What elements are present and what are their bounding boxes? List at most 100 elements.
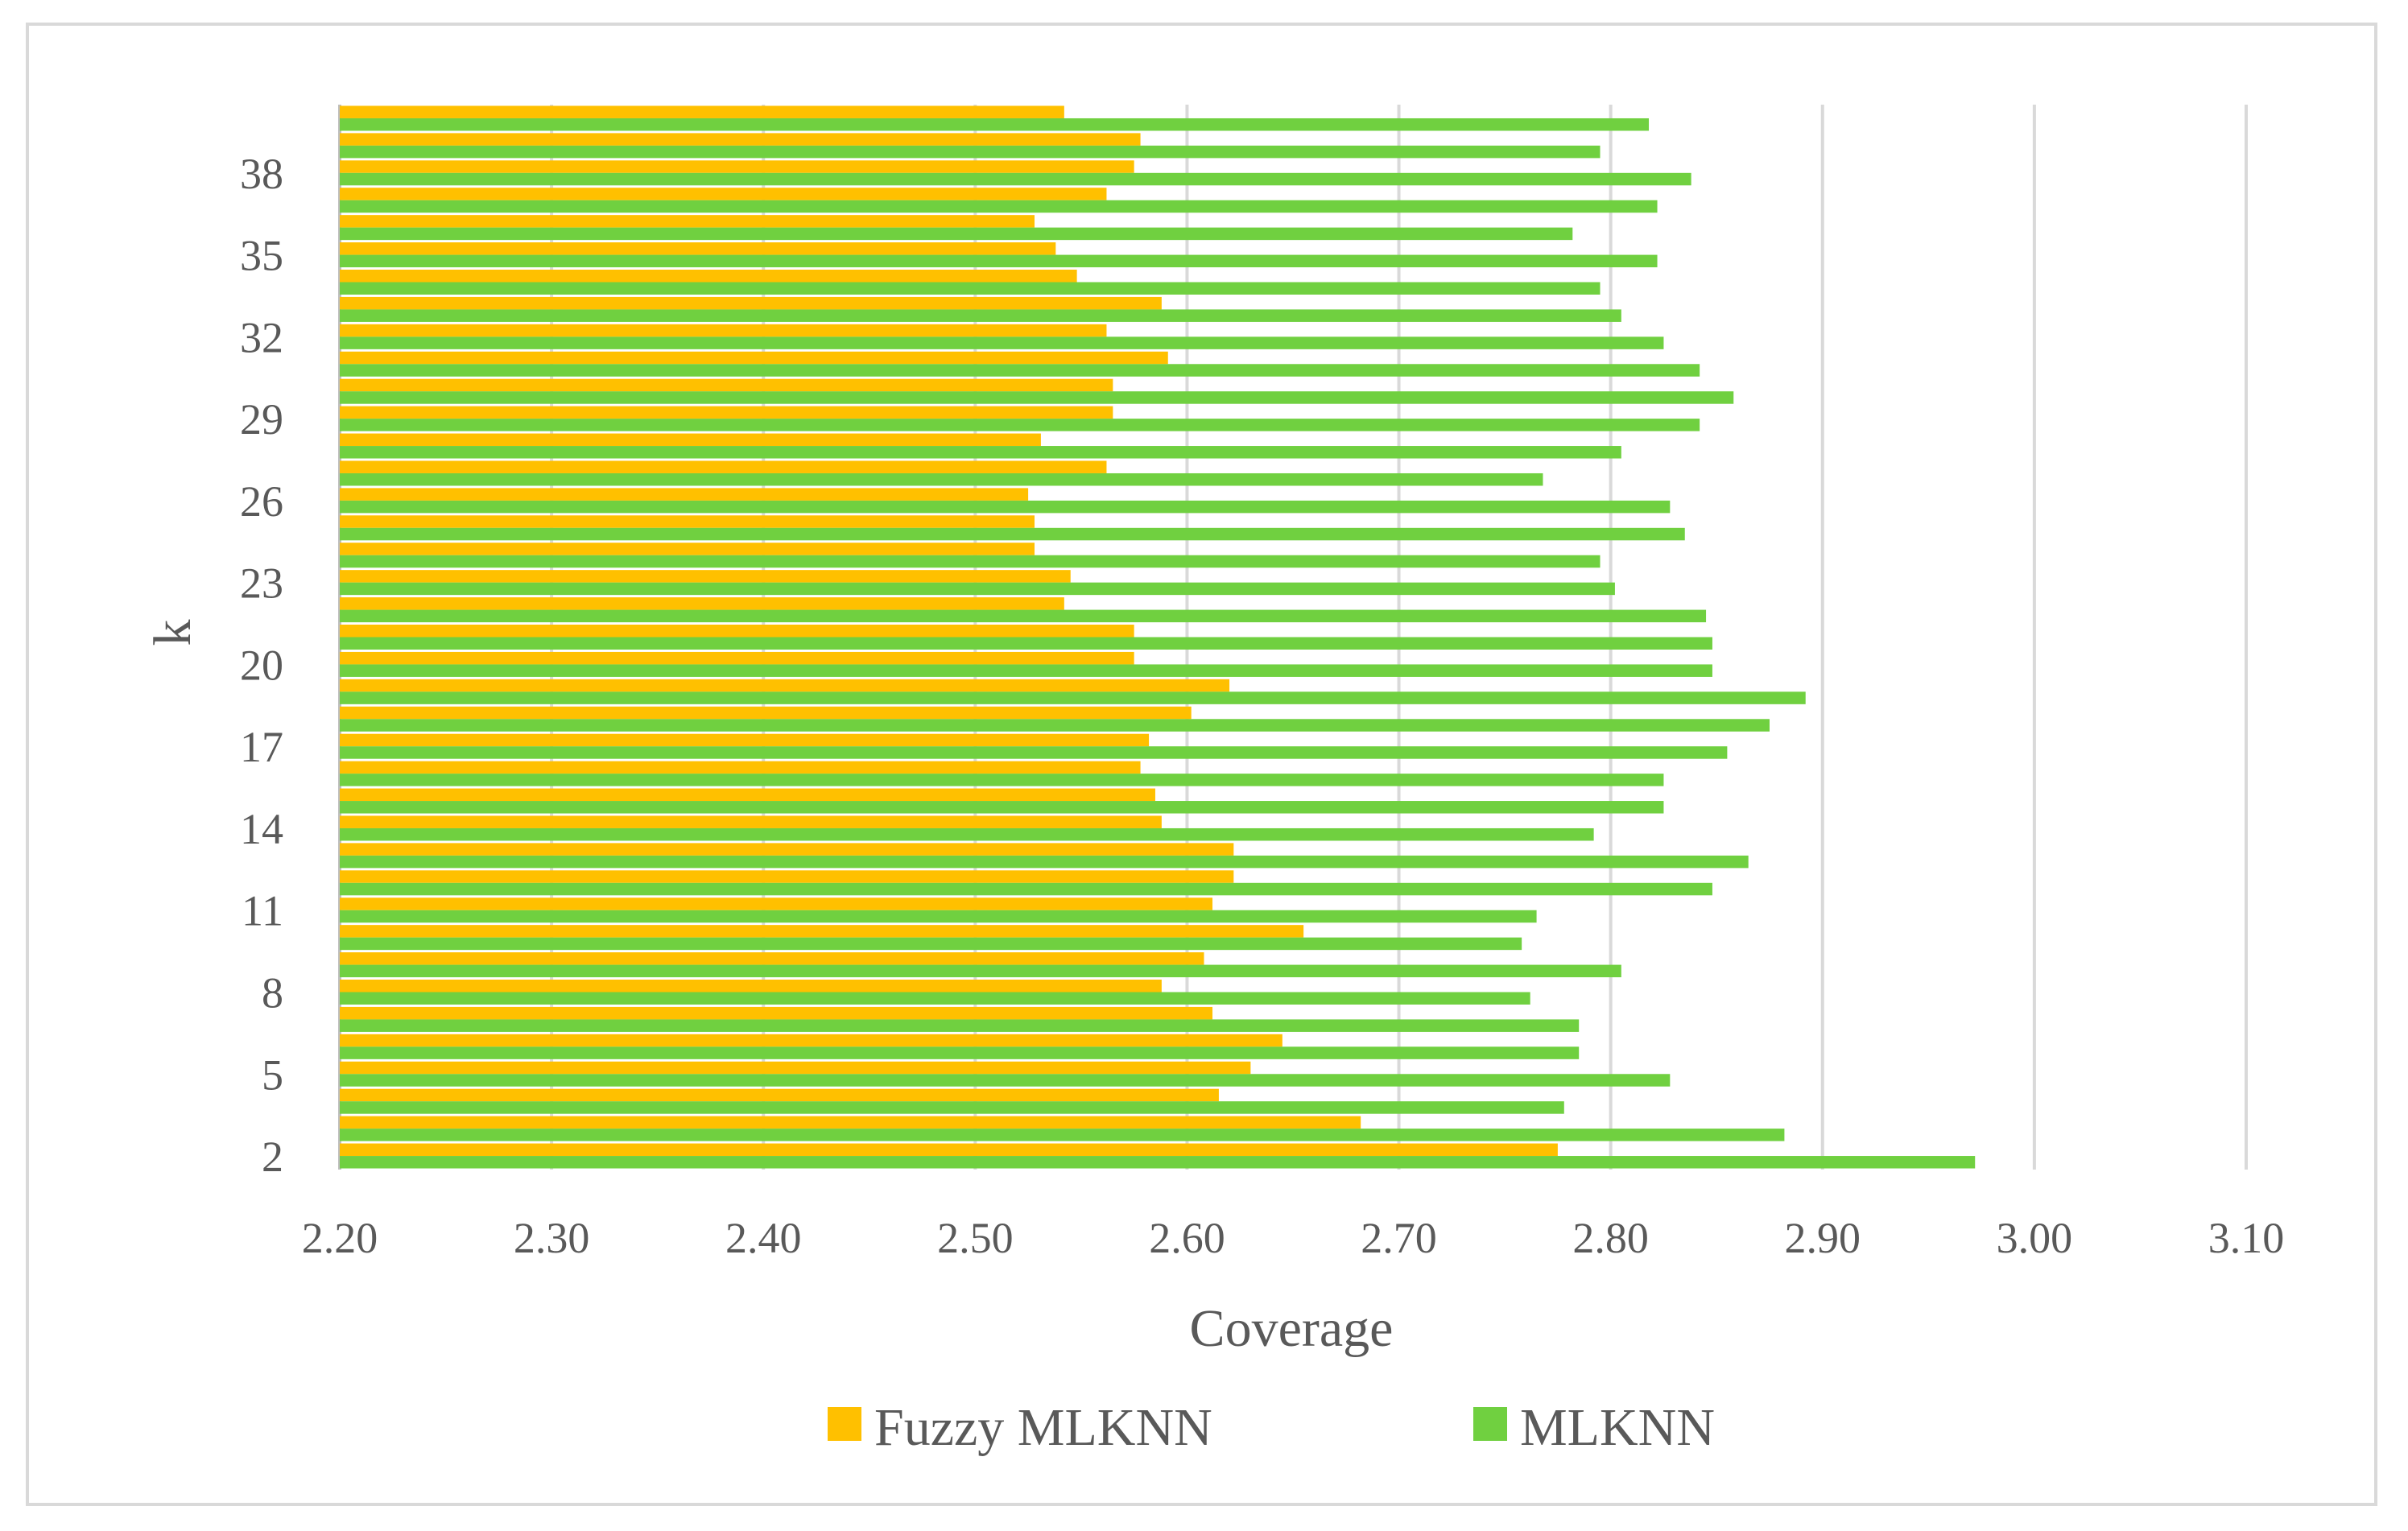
y-tick-label-32: 32: [240, 313, 283, 361]
bar-fuzzy-mlknn-k7: [340, 1006, 1213, 1020]
bar-mlknn-k34: [340, 282, 1601, 295]
bar-fuzzy-mlknn-k37: [340, 188, 1107, 200]
bar-fuzzy-mlknn-k23: [340, 570, 1071, 583]
bar-mlknn-k10: [340, 937, 1522, 951]
bar-fuzzy-mlknn-k10: [340, 925, 1304, 938]
bar-fuzzy-mlknn-k25: [340, 515, 1035, 528]
bar-fuzzy-mlknn-k2: [340, 1143, 1558, 1157]
legend-label-fuzzy-mlknn: Fuzzy MLKNN: [874, 1398, 1212, 1457]
bar-mlknn-k24: [340, 555, 1601, 568]
y-tick-label-20: 20: [240, 641, 283, 689]
bar-mlknn-k28: [340, 446, 1621, 459]
bar-mlknn-k37: [340, 200, 1658, 213]
y-tick-label-11: 11: [242, 887, 283, 935]
bar-mlknn-k40: [340, 118, 1650, 131]
bar-mlknn-k4: [340, 1101, 1564, 1114]
bar-fuzzy-mlknn-k33: [340, 296, 1162, 310]
bar-mlknn-k30: [340, 391, 1734, 404]
y-tick-label-29: 29: [240, 395, 283, 444]
y-tick-label-5: 5: [262, 1050, 283, 1099]
bar-mlknn-k15: [340, 801, 1664, 814]
bar-fuzzy-mlknn-k11: [340, 898, 1213, 910]
bar-mlknn-k31: [340, 364, 1700, 377]
y-tick-label-26: 26: [240, 477, 283, 526]
x-tick-label-2.50: 2.50: [937, 1214, 1014, 1262]
bar-mlknn-k22: [340, 609, 1707, 623]
bar-fuzzy-mlknn-k24: [340, 543, 1035, 555]
bar-fuzzy-mlknn-k27: [340, 460, 1107, 473]
bar-fuzzy-mlknn-k8: [340, 980, 1162, 992]
bar-fuzzy-mlknn-k3: [340, 1116, 1361, 1129]
bar-mlknn-k33: [340, 309, 1621, 322]
bar-fuzzy-mlknn-k34: [340, 270, 1077, 283]
bars: [340, 105, 1976, 1169]
bar-fuzzy-mlknn-k26: [340, 488, 1029, 501]
bar-fuzzy-mlknn-k39: [340, 133, 1141, 146]
y-tick-label-17: 17: [240, 723, 283, 771]
bar-fuzzy-mlknn-k31: [340, 351, 1168, 365]
x-tick-label-2.20: 2.20: [302, 1214, 378, 1262]
bar-mlknn-k38: [340, 172, 1691, 186]
y-tick-label-35: 35: [240, 232, 283, 280]
bar-mlknn-k35: [340, 254, 1658, 268]
x-tick-labels: 2.20 2.30 2.40 2.50 2.60 2.70 2.80 2.90 3.00 3.10: [302, 1214, 2285, 1262]
y-tick-label-8: 8: [262, 969, 283, 1017]
legend: Fuzzy MLKNN MLKNN: [828, 1398, 1715, 1457]
bar-fuzzy-mlknn-k29: [340, 406, 1113, 419]
bar-fuzzy-mlknn-k17: [340, 733, 1150, 747]
y-tick-label-14: 14: [240, 805, 283, 853]
bar-mlknn-k7: [340, 1019, 1580, 1032]
bar-mlknn-k25: [340, 527, 1685, 541]
bar-fuzzy-mlknn-k16: [340, 761, 1141, 774]
bar-fuzzy-mlknn-k20: [340, 651, 1134, 665]
x-tick-label-3.00: 3.00: [1997, 1214, 2073, 1262]
bar-mlknn-k36: [340, 227, 1573, 241]
bar-fuzzy-mlknn-k18: [340, 706, 1192, 720]
bar-mlknn-k39: [340, 145, 1601, 159]
bar-mlknn-k3: [340, 1129, 1785, 1141]
y-tick-label-23: 23: [240, 559, 283, 608]
bar-mlknn-k21: [340, 637, 1712, 650]
bar-mlknn-k8: [340, 992, 1530, 1005]
bar-fuzzy-mlknn-k6: [340, 1034, 1282, 1047]
bar-mlknn-k14: [340, 827, 1594, 841]
y-tick-label-38: 38: [240, 150, 283, 198]
bar-mlknn-k32: [340, 336, 1664, 349]
y-axis-title: k: [143, 620, 202, 646]
x-tick-label-2.60: 2.60: [1149, 1214, 1225, 1262]
bar-fuzzy-mlknn-k30: [340, 378, 1113, 392]
bar-mlknn-k2: [340, 1156, 1976, 1169]
bar-mlknn-k20: [340, 664, 1712, 677]
bar-mlknn-k13: [340, 855, 1749, 869]
legend-swatch-mlknn: [1473, 1407, 1507, 1441]
bar-fuzzy-mlknn-k38: [340, 160, 1134, 173]
bar-fuzzy-mlknn-k15: [340, 788, 1155, 802]
bar-mlknn-k16: [340, 774, 1664, 786]
bar-mlknn-k26: [340, 500, 1671, 514]
bar-fuzzy-mlknn-k14: [340, 815, 1162, 828]
bar-fuzzy-mlknn-k28: [340, 433, 1041, 447]
legend-label-mlknn: MLKNN: [1520, 1398, 1715, 1457]
bar-fuzzy-mlknn-k5: [340, 1061, 1251, 1075]
bar-fuzzy-mlknn-k12: [340, 870, 1234, 883]
bar-fuzzy-mlknn-k13: [340, 843, 1234, 856]
bar-fuzzy-mlknn-k22: [340, 597, 1064, 610]
bar-mlknn-k19: [340, 691, 1806, 704]
x-axis-title: Coverage: [1190, 1299, 1394, 1358]
bar-mlknn-k29: [340, 419, 1700, 431]
bar-mlknn-k9: [340, 964, 1621, 978]
y-tick-labels: 2 5 8 11 14 17 20 23 26 29 32 35 38: [240, 150, 283, 1181]
bar-fuzzy-mlknn-k4: [340, 1088, 1219, 1102]
bar-mlknn-k6: [340, 1046, 1580, 1059]
bar-mlknn-k12: [340, 882, 1712, 896]
bar-fuzzy-mlknn-k32: [340, 324, 1107, 337]
bar-mlknn-k5: [340, 1074, 1671, 1087]
y-tick-label-2: 2: [262, 1133, 283, 1181]
bar-mlknn-k17: [340, 746, 1728, 759]
x-tick-label-2.80: 2.80: [1572, 1214, 1649, 1262]
bar-fuzzy-mlknn-k21: [340, 625, 1134, 638]
bar-mlknn-k27: [340, 473, 1543, 486]
x-tick-label-3.10: 3.10: [2208, 1214, 2285, 1262]
bar-mlknn-k18: [340, 719, 1770, 732]
